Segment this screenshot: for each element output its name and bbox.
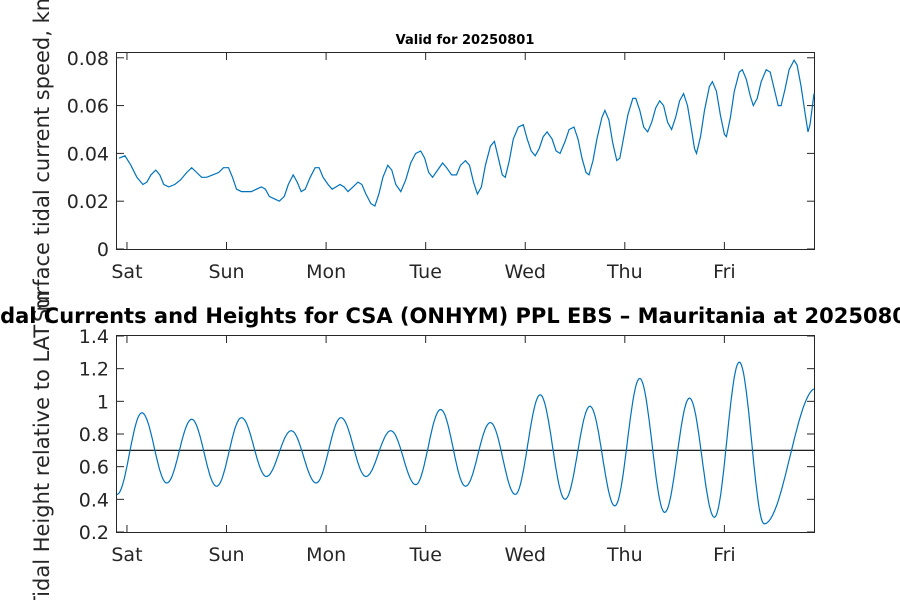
current-speed-x-tick-label: Mon: [306, 261, 346, 283]
current-speed-x-tick-label: Fri: [713, 261, 736, 283]
tidal-height-y-tick-label: 0.8: [79, 424, 109, 446]
tidal-height-axes-box: [116, 335, 815, 533]
current-speed-y-tick-label: 0.08: [67, 48, 109, 70]
current-speed-y-axis-label: Surface tidal current speed, kn: [30, 0, 54, 322]
tidal-height-x-tick-label: Tue: [408, 544, 441, 566]
current-speed-x-tick-label: Thu: [606, 261, 643, 283]
tidal-height-x-tick-label: Mon: [306, 544, 346, 566]
tidal-height-x-tick-label: Wed: [505, 544, 546, 566]
tidal-height-y-tick-label: 1.2: [79, 359, 109, 381]
current-speed-axes-box: [116, 52, 815, 250]
tidal-height-y-ticks: 0.2 0.4 0.6 0.8 1 1.2 1.4: [79, 326, 814, 544]
current-speed-x-tick-label: Sun: [208, 261, 244, 283]
current-speed-x-tick-label: Tue: [408, 261, 441, 283]
tidal-height-y-tick-label: 1: [97, 391, 109, 413]
current-speed-y-ticks: 0 0.02 0.04 0.06 0.08: [67, 48, 814, 261]
current-speed-x-tick-label: Wed: [505, 261, 546, 283]
subtitle: Valid for 20250801: [396, 33, 535, 48]
current-speed-panel: 00.020.040.060.08 Sat Sun Mon Tue Wed Thu Fri …: [30, 0, 815, 322]
current-speed-x-ticks: Sat Sun Mon Tue Wed Thu Fri: [111, 53, 736, 283]
tidal-height-x-ticks: Sat Sun Mon Tue Wed Thu Fri: [111, 336, 736, 566]
current-speed-y-tick-label: 0.06: [67, 96, 109, 118]
tidal-height-line: [116, 361, 815, 525]
tidal-height-y-tick-label: 0.4: [79, 489, 109, 511]
current-speed-line: [118, 58, 815, 207]
tidal-height-x-tick-label: Thu: [606, 544, 643, 566]
tidal-height-panel: 0.2 0.4 0.6 0.8 1 1.2 1.4 Sat Sun Mon Tue Wed Thu Fr…: [30, 291, 815, 600]
tidal-height-y-tick-label: 0.6: [79, 457, 109, 479]
chart-title: Tidal Currents and Heights for CSA (ONHY…: [0, 304, 900, 328]
current-speed-y-tick-label: 0: [97, 239, 109, 261]
current-speed-y-tick-label: 0.04: [67, 143, 109, 165]
tidal-height-x-tick-label: Sun: [208, 544, 244, 566]
tidal-height-x-tick-label: Fri: [713, 544, 736, 566]
tidal-height-y-axis-label: Tidal Height relative to LAT, m: [30, 291, 54, 600]
current-speed-y-tick-label: 0.02: [67, 191, 109, 213]
tidal-height-y-tick-label: 0.2: [79, 522, 109, 544]
current-speed-x-tick-label: Sat: [111, 261, 142, 283]
tidal-height-x-tick-label: Sat: [111, 544, 142, 566]
tidal-height-y-tick-label: 1.4: [79, 326, 109, 348]
